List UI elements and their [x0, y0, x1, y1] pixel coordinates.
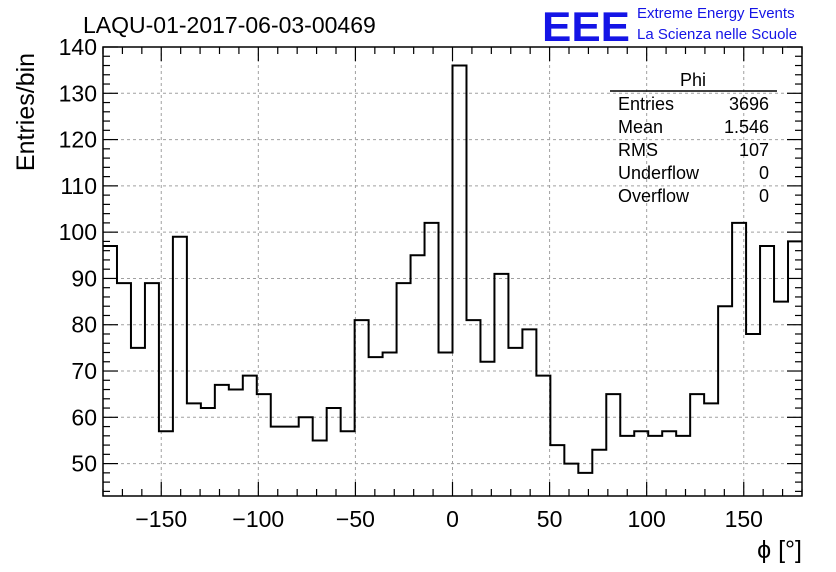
histogram-series [103, 64, 802, 474]
stats-row-value: 0 [759, 163, 769, 183]
y-tick-label: 110 [60, 173, 97, 199]
x-tick-label: 150 [725, 506, 763, 532]
stats-row-label: Entries [618, 94, 674, 114]
y-tick-label: 80 [71, 312, 97, 338]
x-axis-label: ϕ [°] [757, 536, 802, 564]
stats-row-value: 107 [739, 140, 769, 160]
stats-box: Phi Entries 3696 Mean 1.546 RMS 107 Underflow 0… [610, 70, 777, 206]
x-tick-label: −150 [135, 506, 187, 532]
x-tick-label: −50 [336, 506, 375, 532]
y-tick-label: 100 [59, 219, 97, 245]
eee-logo: EEE Extreme Energy Events La Scienza nel… [542, 3, 797, 50]
y-tick-label: 130 [59, 80, 97, 106]
axis-ticks [102, 46, 803, 496]
x-tick-label: −100 [232, 506, 284, 532]
stats-row-value: 0 [759, 186, 769, 206]
y-tick-label: 140 [59, 34, 97, 60]
y-tick-label: 50 [71, 451, 97, 477]
logo-line1: Extreme Energy Events [637, 5, 795, 22]
stats-row-label: RMS [618, 140, 658, 160]
y-tick-label: 60 [71, 404, 97, 430]
stats-row-value: 3696 [729, 94, 769, 114]
y-axis-label: Entries/bin [12, 53, 40, 171]
y-tick-label: 70 [71, 358, 97, 384]
stats-row-value: 1.546 [724, 117, 769, 137]
stats-row-label: Underflow [618, 163, 700, 183]
stats-box-title: Phi [680, 70, 706, 90]
y-tick-label: 120 [59, 127, 97, 153]
tick-labels: −150 −100 −50 0 50 100 150 50 60 70 80 90 100 110 120 1… [59, 34, 763, 532]
logo-line2: La Scienza nelle Scuole [637, 26, 797, 43]
x-tick-label: 50 [537, 506, 563, 532]
x-tick-label: 0 [446, 506, 459, 532]
y-tick-label: 90 [71, 265, 97, 291]
logo-mark: EEE [542, 3, 630, 50]
stats-row-label: Overflow [618, 186, 690, 206]
x-tick-label: 100 [627, 506, 665, 532]
chart-title: LAQU-01-2017-06-03-00469 [83, 12, 376, 38]
stats-row-label: Mean [618, 117, 663, 137]
